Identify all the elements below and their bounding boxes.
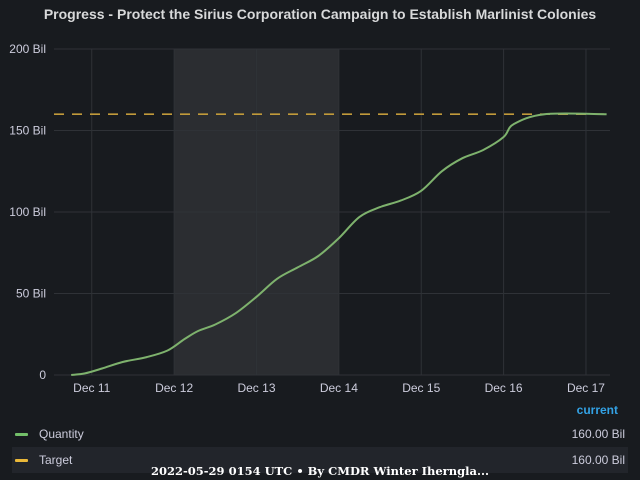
target-swatch <box>15 458 28 462</box>
y-tick-label: 150 Bil <box>9 124 46 138</box>
y-tick-label: 200 Bil <box>9 42 46 56</box>
quantity-series-line <box>71 112 607 376</box>
y-tick-label: 100 Bil <box>9 205 46 219</box>
x-tick-label: Dec 12 <box>155 381 193 395</box>
legend-value-quantity: 160.00 Bil <box>571 427 625 441</box>
quantity-swatch <box>15 432 28 436</box>
legend-name-quantity: Quantity <box>39 427 84 441</box>
x-tick-label: Dec 16 <box>485 381 523 395</box>
x-tick-label: Dec 11 <box>73 381 110 395</box>
legend-name-target: Target <box>39 453 73 467</box>
x-tick-label: Dec 15 <box>402 381 440 395</box>
x-tick-label: Dec 13 <box>237 381 275 395</box>
y-tick-label: 0 <box>39 368 46 382</box>
y-tick-label: 50 Bil <box>16 287 46 301</box>
x-tick-label: Dec 14 <box>320 381 358 395</box>
legend-current-header: current <box>576 403 618 417</box>
legend-item-quantity[interactable]: Quantity 160.00 Bil <box>12 421 628 447</box>
x-tick-label: Dec 17 <box>567 381 605 395</box>
legend-item-target[interactable]: Target 160.00 Bil <box>12 447 628 473</box>
footer-credit: 2022-05-29 0154 UTC • By CMDR Winter Ihe… <box>151 464 489 478</box>
chart-title: Progress - Protect the Sirius Corporatio… <box>43 6 597 22</box>
chart-canvas: 0 50 Bil 100 Bil 150 Bil 200 Bil Dec 11 Dec 12… <box>9 42 610 395</box>
legend-value-target: 160.00 Bil <box>571 453 625 467</box>
